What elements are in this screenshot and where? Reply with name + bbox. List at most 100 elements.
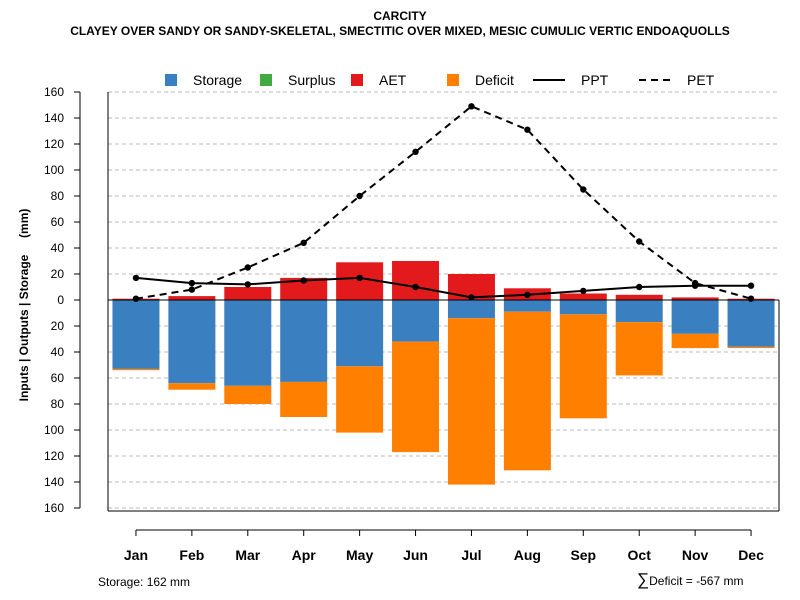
chart-title: CARCITY xyxy=(373,9,427,23)
y-tick-label: 140 xyxy=(44,111,64,125)
legend: Storage Surplus AET Deficit PPT PET xyxy=(165,72,715,88)
pet-line-point xyxy=(580,186,587,193)
pet-line-path xyxy=(135,105,752,300)
ppt-line-point xyxy=(747,282,755,289)
y-tick-label: 20 xyxy=(51,319,65,333)
ppt-line-point xyxy=(524,291,531,298)
storage-bar xyxy=(224,300,272,386)
y-axis: 160 140 120 100 80 60 40 20 0 20 40 60 80 100 120 140 16… xyxy=(17,85,81,515)
storage-bar xyxy=(112,300,160,369)
storage-bar xyxy=(615,300,663,323)
ppt-line-point xyxy=(580,287,587,295)
y-tick-label: 40 xyxy=(51,241,65,255)
x-tick-label: Apr xyxy=(292,547,317,563)
pet-line-point xyxy=(356,192,363,200)
pet-line-point xyxy=(132,295,140,302)
storage-bar xyxy=(503,300,551,312)
storage-bar xyxy=(671,300,719,334)
storage-bar xyxy=(447,300,495,319)
y-tick-label: 120 xyxy=(44,137,64,151)
pet-line-point xyxy=(524,126,531,133)
y-axis-label: Inputs | Outputs | Storage (mm) xyxy=(17,209,31,402)
y-tick-label: 120 xyxy=(44,449,64,463)
ppt-line-point xyxy=(412,283,419,291)
storage-bar xyxy=(168,300,216,384)
pet-line-point xyxy=(468,103,475,110)
y-tick-label: 60 xyxy=(51,371,65,385)
y-tick-label: 40 xyxy=(51,345,65,359)
y-tick-label: 0 xyxy=(57,293,64,307)
pet-line-point xyxy=(412,148,419,155)
legend-label: Deficit xyxy=(475,72,514,88)
legend-swatch xyxy=(260,74,272,86)
legend-label: Storage xyxy=(193,72,242,88)
legend-swatch xyxy=(165,74,177,86)
bars xyxy=(112,261,775,485)
x-tick-label: Jul xyxy=(461,547,481,563)
pet-line xyxy=(132,103,755,302)
deficit-bar xyxy=(112,368,160,371)
legend-label: AET xyxy=(379,72,407,88)
deficit-bar xyxy=(280,381,328,417)
legend-swatch xyxy=(351,74,363,86)
deficit-bar xyxy=(336,366,384,433)
legend-label: PET xyxy=(687,72,715,88)
x-tick-label: May xyxy=(346,547,373,563)
storage-bar xyxy=(392,300,440,342)
aet-bar xyxy=(615,294,663,300)
y-tick-label: 100 xyxy=(44,163,64,177)
ppt-line-point xyxy=(244,281,251,288)
sum-icon: ∑ xyxy=(637,570,650,589)
pet-line-point xyxy=(636,238,643,245)
x-axis: Jan Feb Mar Apr May Jun Jul Aug Sep Oct Nov Dec xyxy=(124,529,764,563)
y-tick-label: 60 xyxy=(51,215,65,229)
deficit-bar xyxy=(168,383,216,390)
aet-bar xyxy=(559,293,607,300)
storage-bar xyxy=(727,300,775,347)
ppt-line-point xyxy=(132,274,140,282)
x-tick-label: Aug xyxy=(514,547,541,563)
aet-bar xyxy=(168,296,216,300)
y-tick-label: 20 xyxy=(51,267,65,281)
storage-note: Storage: 162 mm xyxy=(98,575,191,589)
y-tick-label: 160 xyxy=(44,501,64,515)
y-tick-label: 140 xyxy=(44,475,64,489)
x-tick-label: Sep xyxy=(570,547,596,563)
y-tick-label: 160 xyxy=(44,85,64,99)
aet-bar xyxy=(280,277,328,300)
pet-line-point xyxy=(244,264,251,271)
ppt-line-point xyxy=(468,294,475,301)
aet-bar xyxy=(224,287,272,300)
y-tick-label: 80 xyxy=(51,397,65,411)
deficit-bar xyxy=(447,318,495,485)
ppt-line-point xyxy=(188,279,196,287)
x-tick-label: Oct xyxy=(628,547,652,563)
deficit-bar xyxy=(727,346,775,349)
x-tick-label: Jun xyxy=(403,547,428,563)
deficit-bar xyxy=(224,385,272,404)
pet-line-point xyxy=(747,295,755,302)
deficit-bar xyxy=(615,322,663,376)
legend-label: PPT xyxy=(581,72,609,88)
legend-swatch xyxy=(447,74,459,86)
storage-bar xyxy=(559,300,607,315)
aet-bar xyxy=(671,297,719,300)
ppt-line-point xyxy=(356,274,363,282)
x-tick-label: Mar xyxy=(235,547,260,563)
x-tick-label: Jan xyxy=(124,547,148,563)
pet-line-point xyxy=(300,239,307,246)
ppt-line-path xyxy=(135,276,752,299)
deficit-bar xyxy=(503,311,551,471)
deficit-bar xyxy=(671,333,719,349)
ppt-line-point xyxy=(636,283,643,291)
x-tick-label: Nov xyxy=(682,547,709,563)
x-tick-label: Feb xyxy=(179,547,204,563)
deficit-bar xyxy=(392,341,440,453)
y-tick-label: 100 xyxy=(44,423,64,437)
chart-subtitle: CLAYEY OVER SANDY OR SANDY-SKELETAL, SME… xyxy=(70,24,730,38)
deficit-bar xyxy=(559,314,607,419)
aet-bar xyxy=(392,261,440,300)
ppt-line-point xyxy=(691,282,699,289)
pet-line-point xyxy=(188,286,196,293)
